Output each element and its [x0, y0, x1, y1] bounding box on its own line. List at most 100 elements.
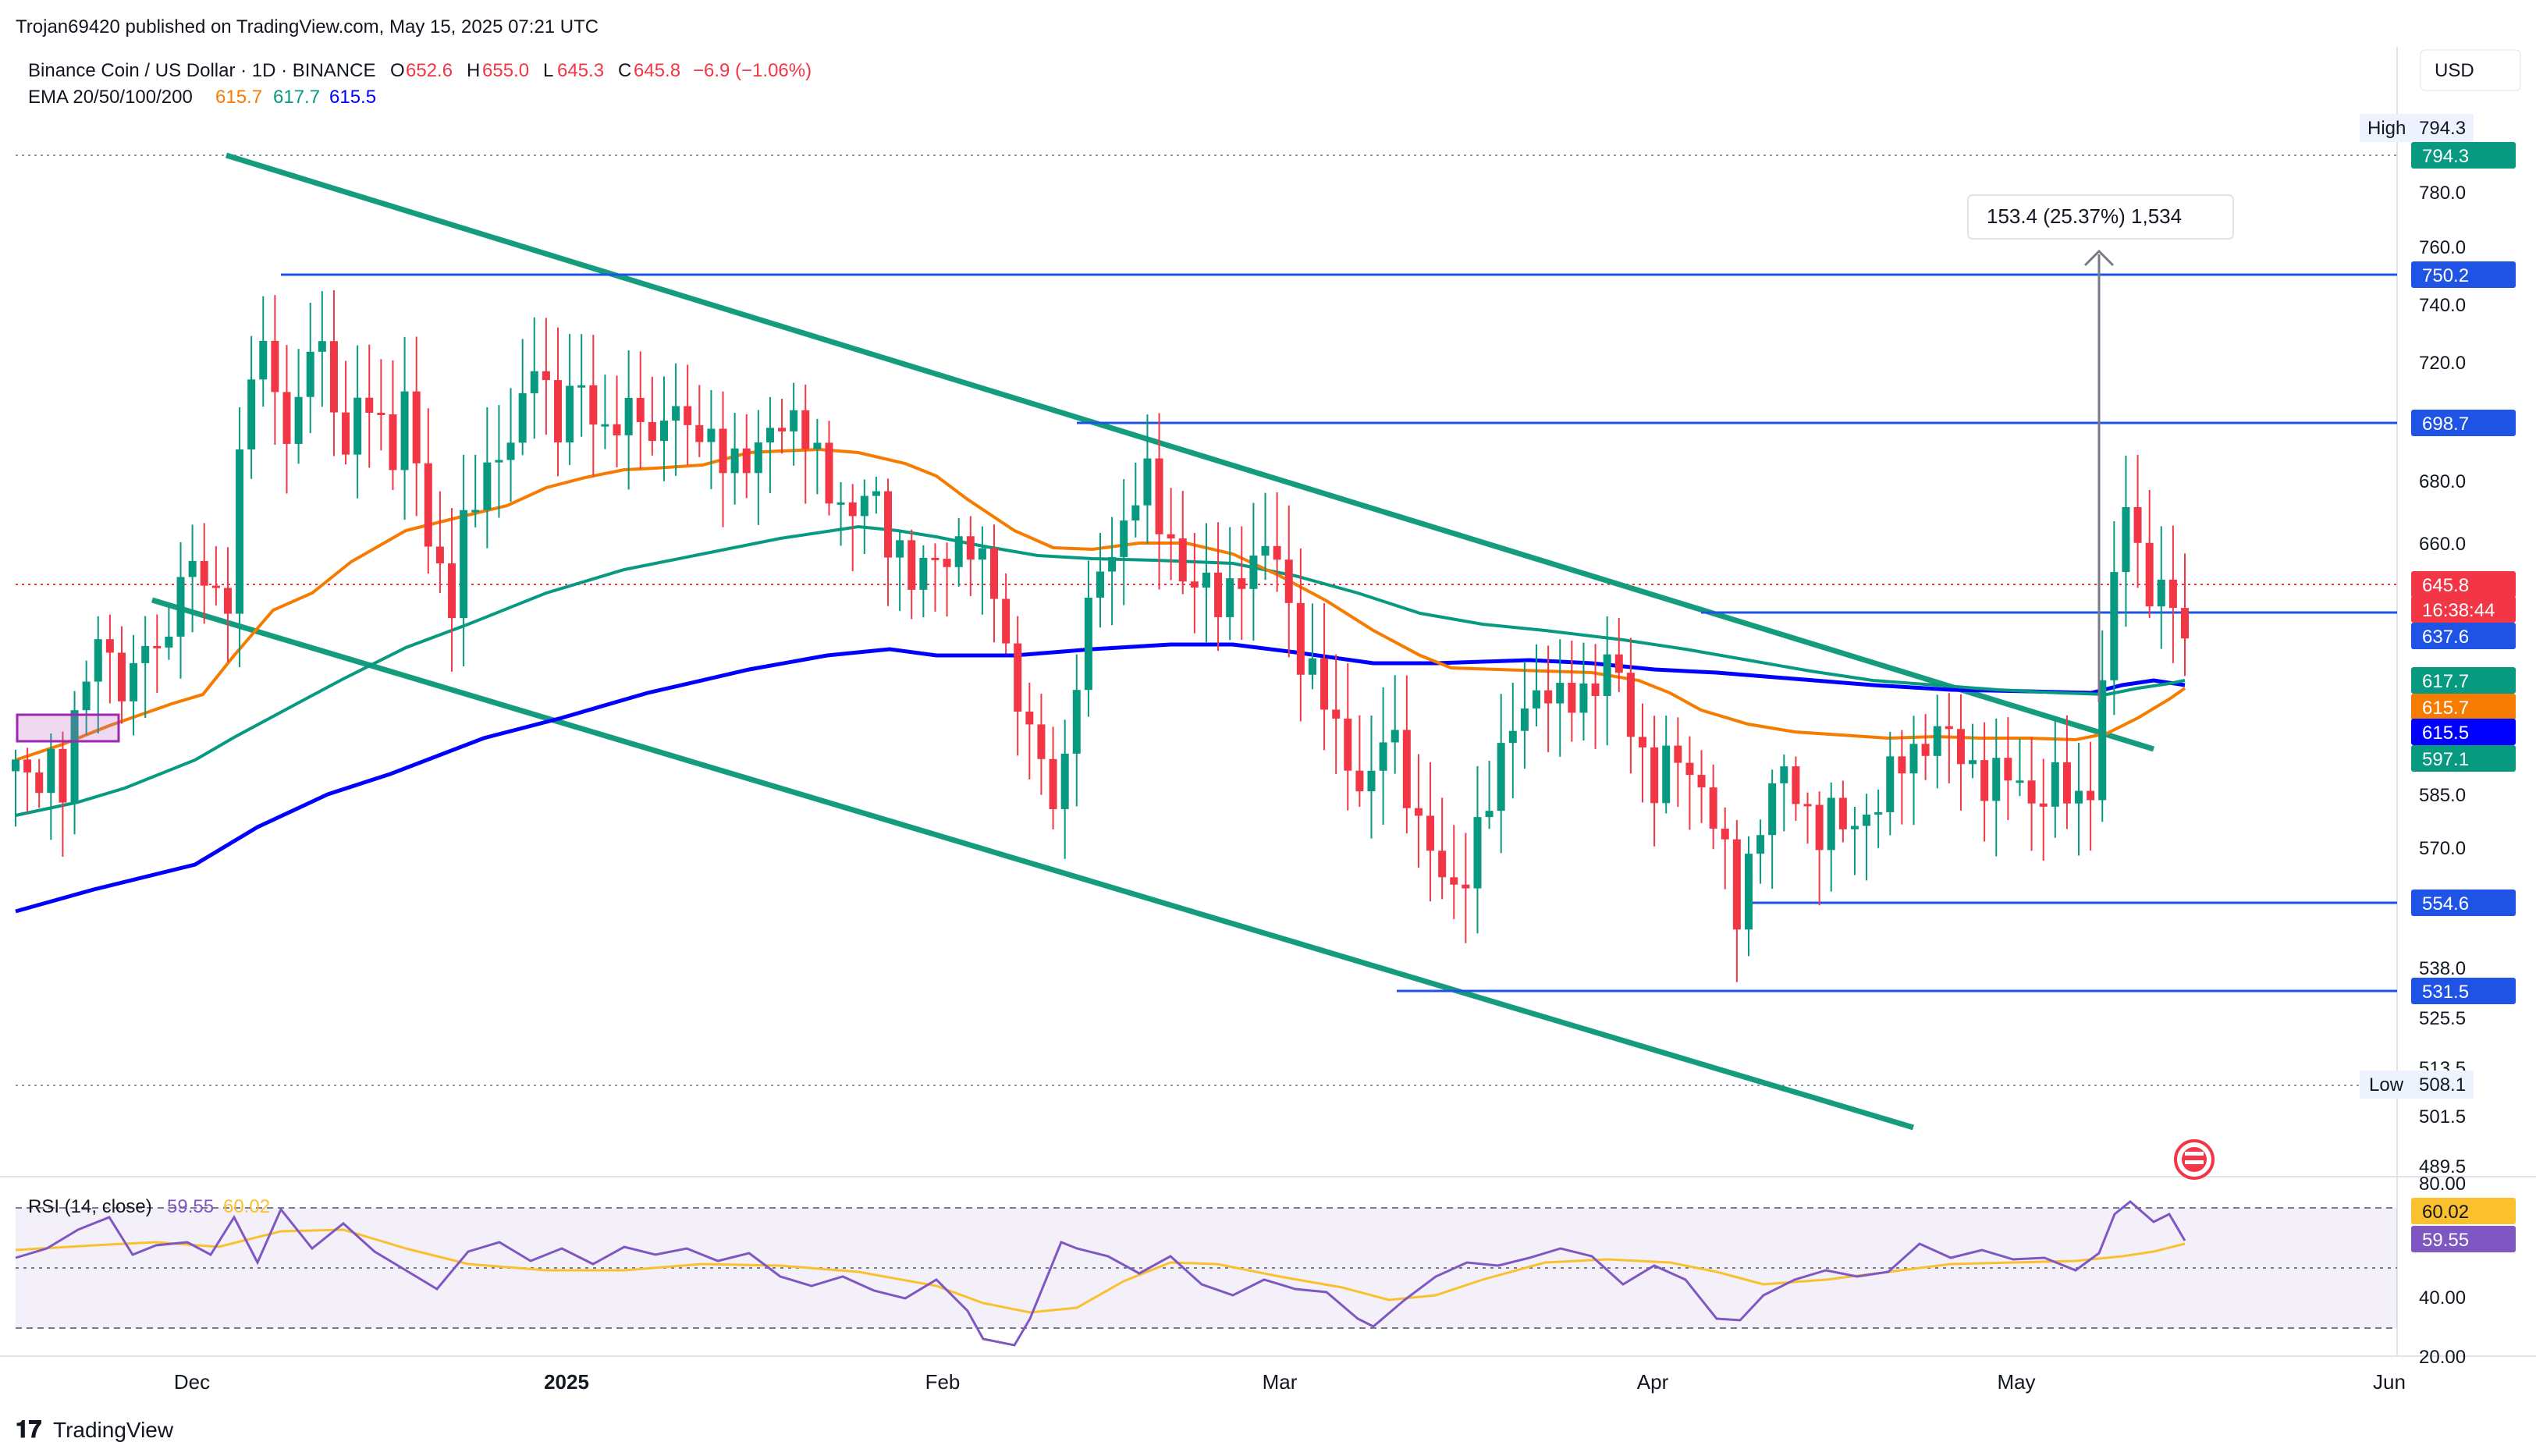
tv-logo-icon: 𝟏𝟕 — [16, 1417, 42, 1443]
candle-body — [1662, 745, 1671, 804]
candle-body — [176, 577, 185, 637]
candle-body — [471, 510, 480, 513]
candle-body — [318, 341, 326, 352]
candle-body — [1391, 730, 1399, 743]
rsi-tick: 40.00 — [2419, 1287, 2466, 1309]
price-badge: 645.8 — [2411, 571, 2516, 598]
rsi-band — [16, 1208, 2397, 1328]
candle-body — [978, 548, 986, 560]
candle-body — [1190, 581, 1199, 588]
candle-body — [1969, 760, 1977, 765]
candle-body — [1249, 555, 1258, 589]
price-badge: 531.5 — [2411, 978, 2516, 1004]
candle-body — [1473, 817, 1482, 889]
us-flag-icon — [2174, 1139, 2215, 1180]
open-value: 652.6 — [406, 60, 453, 81]
candle-body — [1485, 811, 1494, 818]
candle-body — [1803, 804, 1812, 807]
candle-body — [1579, 683, 1588, 713]
price-tick: 489.5 — [2419, 1156, 2466, 1177]
candle-body — [919, 557, 928, 590]
candle-body — [684, 406, 692, 425]
candle-body — [1956, 729, 1965, 765]
time-tick: Mar — [1263, 1370, 1298, 1394]
price-badges: 794.3 750.2 698.7 645.8 16:38:44 637.6 617.7 61… — [2411, 142, 2516, 1004]
candle-body — [765, 428, 774, 443]
close-label: C — [618, 60, 631, 81]
rsi-pane: RSI (14, close) 59.55 60.02 — [15, 1196, 2397, 1347]
candle-body — [2122, 506, 2130, 573]
price-badge: 597.1 — [2411, 745, 2516, 772]
candle-body — [1344, 719, 1352, 771]
high-value: 794.3 — [2419, 118, 2466, 139]
candle-body — [601, 424, 609, 427]
currency-button[interactable]: USD — [2420, 49, 2521, 91]
ema200-value: 615.5 — [329, 87, 376, 108]
candle-body — [589, 385, 598, 425]
candle-body — [2133, 506, 2142, 543]
candle-body — [1603, 654, 1611, 696]
candle-body — [566, 385, 574, 442]
candle-body — [636, 397, 645, 422]
candle-body — [2027, 780, 2036, 804]
svg-text:16:38:44: 16:38:44 — [2422, 600, 2495, 621]
candle-body — [1238, 578, 1246, 589]
time-tick: Dec — [174, 1370, 210, 1394]
candle-body — [1202, 572, 1210, 588]
rsi-axis[interactable]: 80.00 40.00 20.00 — [2419, 1174, 2466, 1368]
ema200-line — [15, 642, 2186, 914]
candle-body — [448, 563, 456, 619]
candle-body — [70, 710, 79, 803]
candle-body — [554, 380, 562, 442]
candle-body — [1626, 673, 1635, 737]
candle-body — [2075, 790, 2083, 804]
candle-body — [730, 448, 739, 474]
candle-body — [1414, 808, 1423, 816]
candle-body — [1568, 683, 1576, 713]
candle-body — [247, 379, 256, 450]
candle-body — [35, 772, 44, 794]
candle-body — [1014, 643, 1022, 712]
svg-text:531.5: 531.5 — [2422, 982, 2469, 1003]
candle-body — [1639, 737, 1646, 748]
candle-body — [1462, 884, 1470, 889]
candle-body — [1886, 756, 1895, 812]
close-value: 645.8 — [634, 60, 680, 81]
candle-body — [813, 442, 822, 449]
candle-body — [306, 351, 314, 397]
ohlc-legend: Binance Coin / US Dollar · 1D · BINANCE … — [28, 60, 812, 81]
candle-body — [860, 495, 868, 517]
candle-body — [59, 748, 67, 803]
candle-body — [353, 397, 362, 455]
svg-text:750.2: 750.2 — [2422, 265, 2469, 286]
candle-body — [848, 502, 857, 517]
candle-body — [1591, 683, 1600, 696]
candle-body — [1815, 804, 1824, 851]
candle-body — [801, 410, 810, 449]
candle-body — [294, 396, 303, 444]
rsi-label: RSI (14, close) — [28, 1196, 152, 1217]
candle-body — [954, 536, 963, 567]
time-axis[interactable]: Dec 2025 Feb Mar Apr May Jun — [174, 1370, 2406, 1394]
price-axis[interactable]: 780.0 760.0 740.0 720.0 680.0 660.0 585.0 570.0… — [2419, 183, 2466, 1177]
candle-body — [1049, 758, 1057, 809]
candle-body — [542, 371, 550, 381]
candle-body — [1697, 775, 1706, 788]
price-tick: 740.0 — [2419, 295, 2466, 316]
candle-body — [12, 759, 20, 772]
candle-body — [1768, 783, 1777, 836]
candle-body — [460, 510, 468, 619]
candle-body — [435, 546, 444, 563]
candle-body — [1355, 770, 1364, 792]
price-badge: 698.7 — [2411, 410, 2516, 436]
price-badge: 615.5 — [2411, 719, 2516, 745]
candle-body — [2062, 762, 2071, 804]
candle-body — [200, 560, 208, 586]
svg-text:794.3: 794.3 — [2422, 146, 2469, 167]
candle-body — [530, 371, 538, 393]
candle-body — [1827, 797, 1835, 851]
candle-body — [518, 392, 527, 443]
candle-body — [1508, 730, 1517, 744]
candle-body — [1025, 711, 1034, 725]
